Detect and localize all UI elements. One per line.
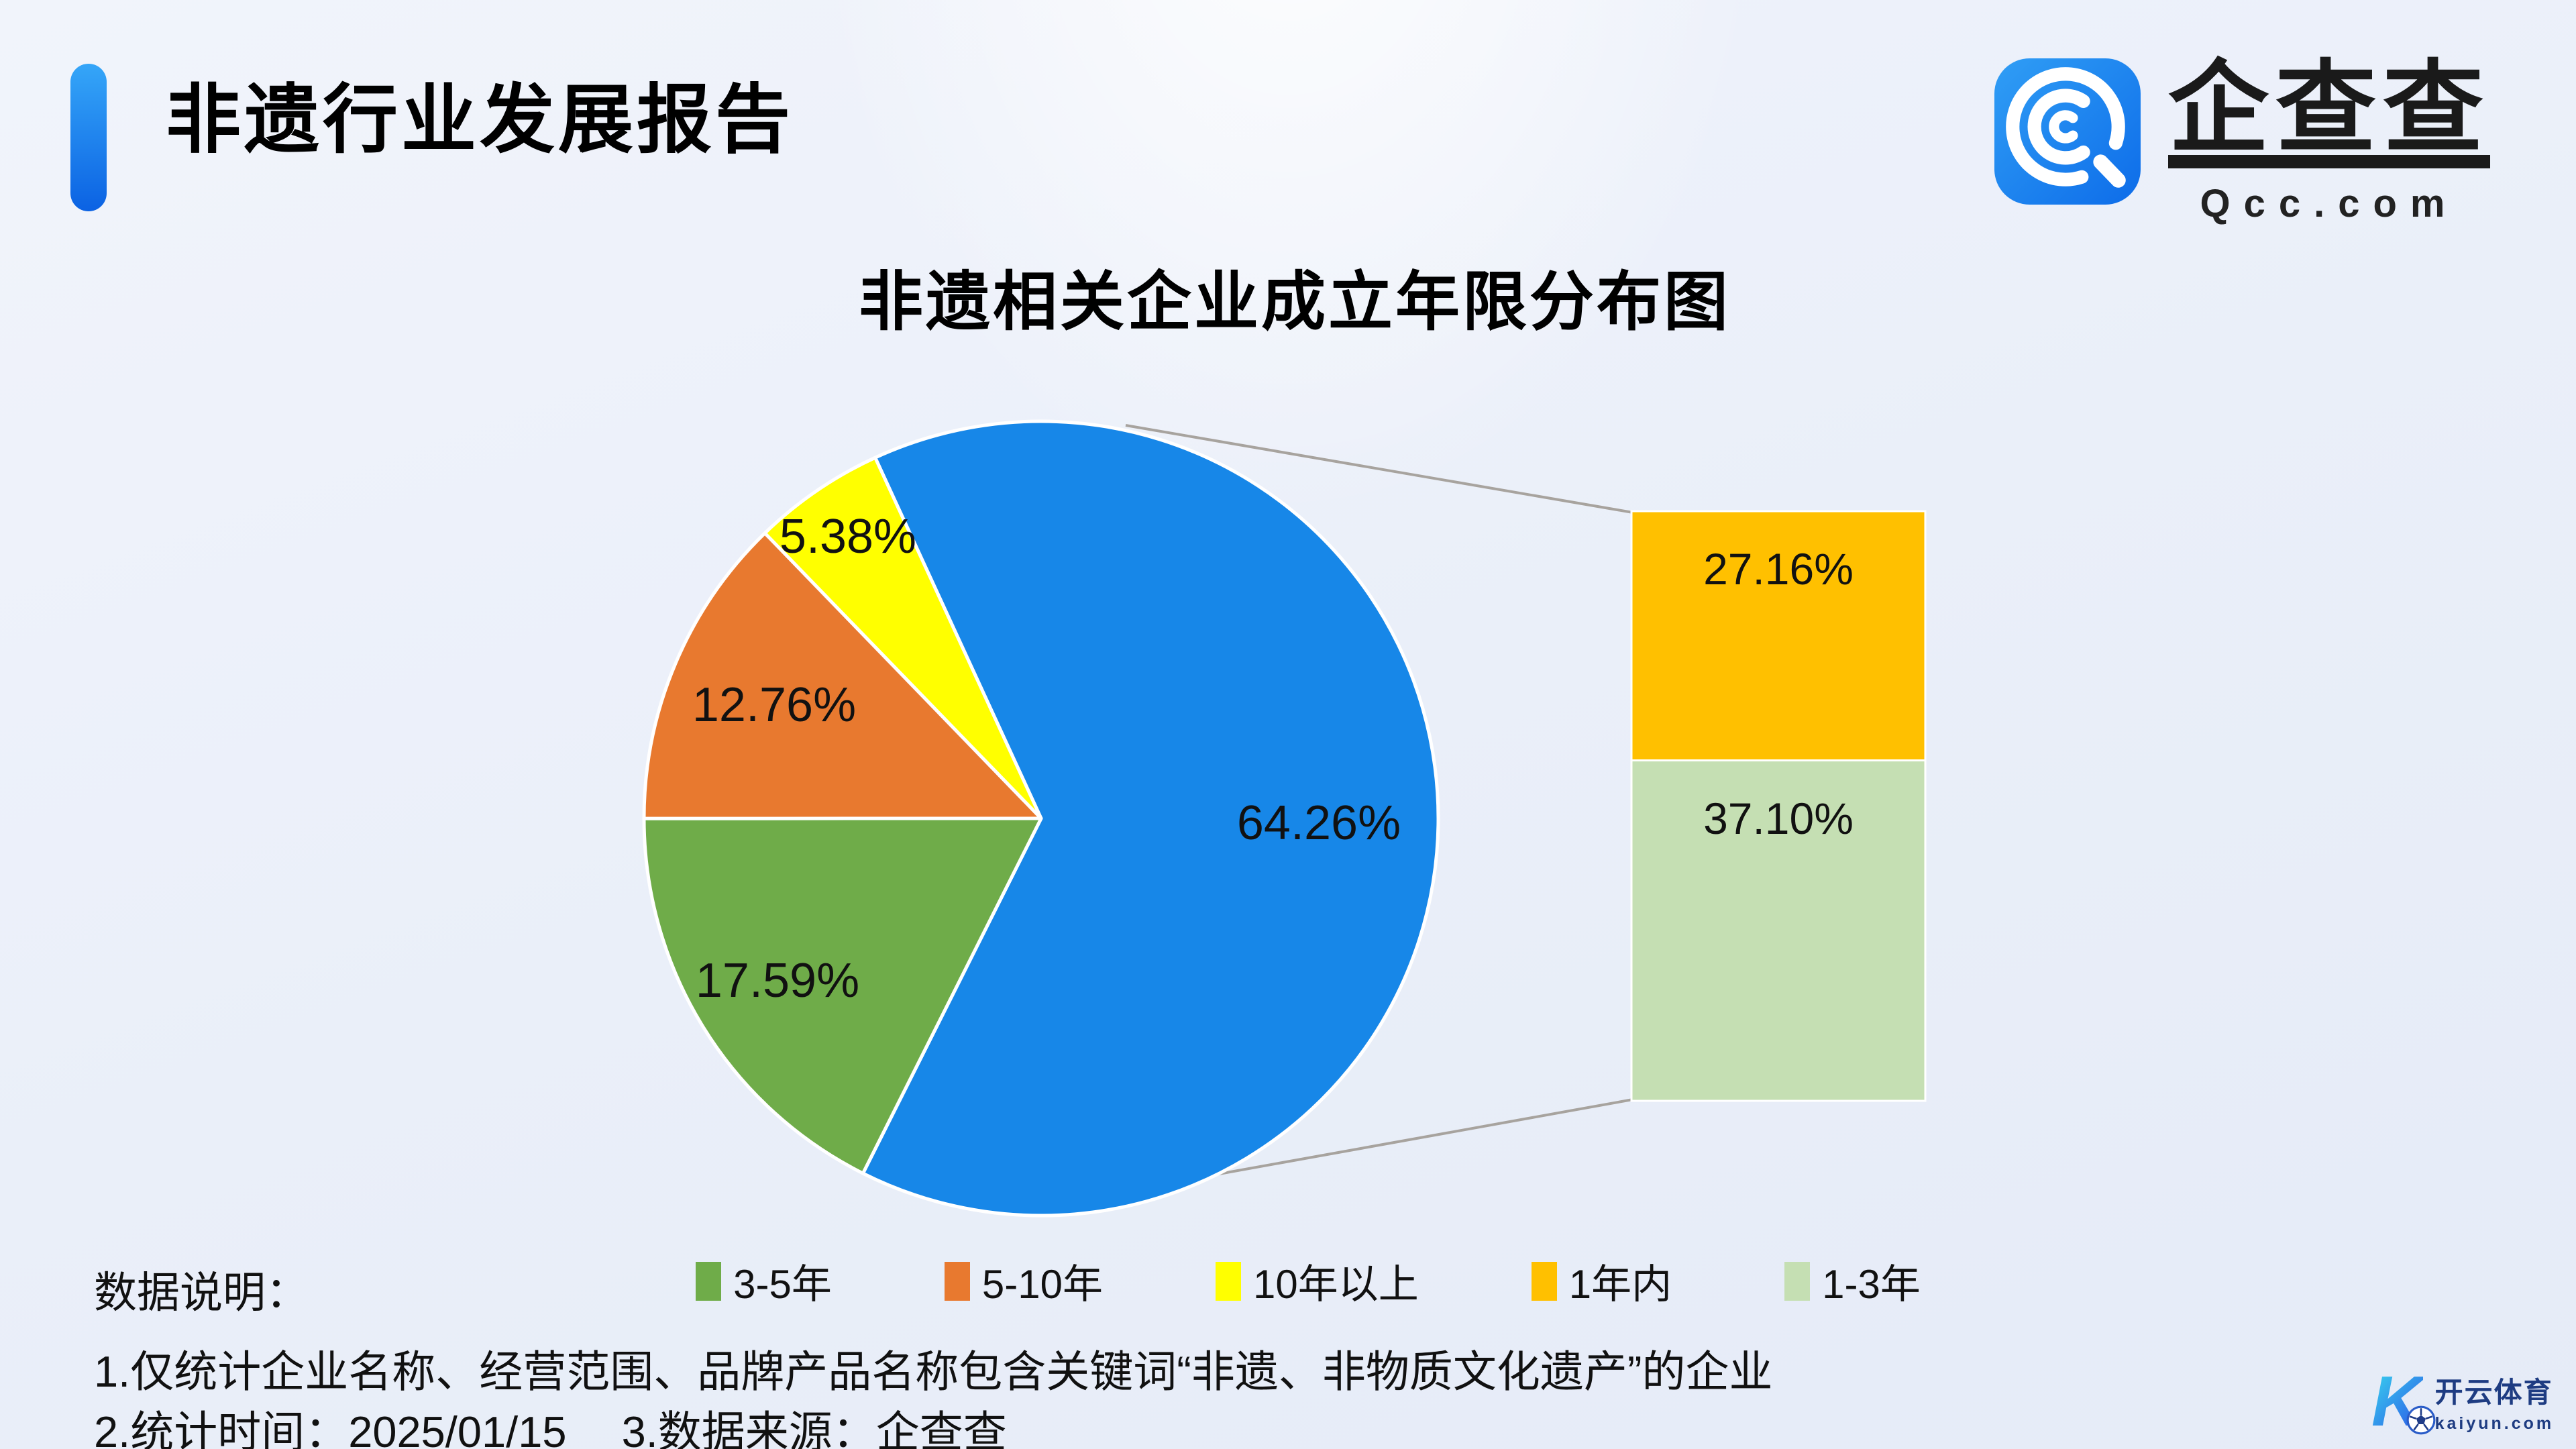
pie-slice-blue — [861, 419, 1440, 1218]
legend-label-3-5年: 3-5年 — [733, 1262, 832, 1307]
legend-label-1-3年: 1-3年 — [1822, 1262, 1921, 1307]
soccer-ball-icon — [2406, 1405, 2435, 1435]
pie-label-17.59%: 17.59% — [696, 954, 859, 1008]
legend-label-5-10年: 5-10年 — [981, 1262, 1103, 1307]
kaiyun-text: 开云体育 kaiyun.com — [2435, 1370, 2555, 1434]
bar-label-37.10%: 37.10% — [1703, 794, 1854, 843]
legend-swatch-1-3年 — [1784, 1261, 1811, 1301]
legend-swatch-1年内 — [1531, 1261, 1557, 1301]
legend-swatch-5-10年 — [944, 1261, 970, 1301]
bar-segment-1-3年 — [1630, 759, 1927, 1102]
pie-slice-5-10年 — [642, 531, 1043, 820]
legend-swatch-10年以上 — [1215, 1261, 1241, 1301]
qcc-wordmark: 企查查 Qcc.com — [2168, 58, 2490, 226]
notes-heading: 数据说明： — [94, 1269, 309, 1317]
pie-label-5.38%: 5.38% — [780, 510, 916, 564]
pie-slice-3-5年 — [642, 816, 1043, 1175]
kaiyun-watermark: K 开云体育 kaiyun.com — [2371, 1366, 2554, 1437]
legend-label-1年内: 1年内 — [1568, 1262, 1672, 1307]
qcc-logo-icon — [1994, 58, 2141, 205]
kaiyun-name: 开云体育 — [2434, 1376, 2553, 1408]
pie-slice-10年以上 — [763, 455, 1043, 820]
kaiyun-k-icon: K — [2371, 1366, 2435, 1437]
kaiyun-domain: kaiyun.com — [2434, 1413, 2555, 1433]
pie-label-12.76%: 12.76% — [692, 678, 856, 732]
legend-item-10年以上: 10年以上 — [1215, 1252, 1419, 1310]
pie-label-64.26%: 64.26% — [1237, 796, 1401, 850]
breakout-connector-line-2 — [1144, 1098, 1633, 1189]
note-line-2: 2.统计时间：2025/01/15 3.数据来源：企查查 — [94, 1397, 1007, 1449]
breakout-connector-line-1 — [1125, 424, 1633, 514]
legend-item-1-3年: 1-3年 — [1784, 1252, 1921, 1310]
note-line-1: 1.仅统计企业名称、经营范围、品牌产品名称包含关键词“非遗、非物质文化遗产”的企… — [94, 1336, 1773, 1399]
bar-segment-1年内 — [1630, 510, 1927, 761]
legend-label-10年以上: 10年以上 — [1252, 1262, 1419, 1307]
legend-swatch-3-5年 — [696, 1261, 722, 1301]
chart-title: 非遗相关企业成立年限分布图 — [859, 266, 1731, 338]
legend-item-3-5年: 3-5年 — [696, 1252, 832, 1310]
qcc-logo: 企查查 Qcc.com — [1994, 58, 2490, 226]
bar-label-27.16%: 27.16% — [1703, 544, 1854, 594]
legend-item-5-10年: 5-10年 — [944, 1252, 1103, 1310]
qcc-brand-name: 企查查 — [2168, 52, 2491, 164]
note-item-3: 3.数据来源：企查查 — [621, 1407, 1007, 1449]
note-item-1: 1.仅统计企业名称、经营范围、品牌产品名称包含关键词“非遗、非物质文化遗产”的企… — [94, 1347, 1773, 1396]
note-item-2: 2.统计时间：2025/01/15 — [94, 1407, 567, 1449]
chart-legend: 3-5年 5-10年 10年以上 1年内 1-3年 — [604, 1252, 2012, 1310]
title-accent-bar — [70, 64, 107, 211]
page-title: 非遗行业发展报告 — [166, 78, 794, 162]
qcc-brand-domain: Qcc.com — [2200, 182, 2459, 225]
legend-item-1年内: 1年内 — [1531, 1252, 1672, 1310]
